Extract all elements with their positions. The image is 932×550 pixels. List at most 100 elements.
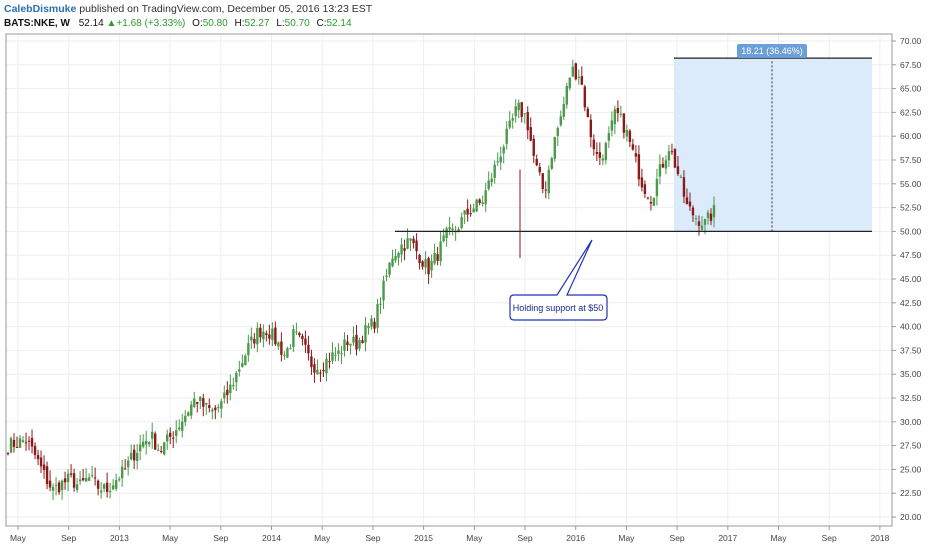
candle-body (175, 430, 178, 436)
y-tick-label: 32.50 (900, 393, 922, 403)
candle-body (60, 480, 64, 491)
candle-body (30, 437, 34, 447)
candle-body (586, 108, 590, 118)
candle-body (430, 260, 433, 271)
candle-body (412, 238, 415, 244)
candle-body (334, 354, 337, 356)
candle-body (6, 453, 10, 455)
candle-body (403, 248, 406, 251)
candle-body (568, 77, 571, 89)
candle-body (205, 402, 208, 405)
candle-body (289, 348, 292, 350)
x-tick-label: May (314, 533, 331, 543)
candle-body (673, 148, 677, 168)
candle-body (358, 339, 361, 349)
candle-body (421, 261, 424, 267)
candle-body (427, 258, 430, 275)
time-axis[interactable]: May Sep 2013 May Sep 2014 May Sep 2015 May Sep 2016… (6, 525, 892, 543)
candle-body (526, 111, 529, 131)
x-tick-label: Sep (61, 533, 76, 543)
candle-body (181, 421, 184, 431)
candle-body (325, 358, 328, 374)
candle-body (490, 178, 493, 183)
candle-body (382, 280, 385, 301)
high-label: H: (234, 18, 245, 29)
candle-body (337, 350, 340, 354)
candle-body (634, 153, 638, 157)
candle-body (532, 138, 535, 156)
candle-body (144, 440, 148, 445)
x-tick-label: Sep (365, 533, 380, 543)
candle-body (319, 372, 322, 374)
candle-body (75, 484, 79, 491)
x-tick-label: Sep (822, 533, 837, 543)
candle-body (562, 104, 565, 117)
y-tick-label: 57.50 (900, 155, 922, 165)
candle-body (96, 480, 100, 489)
candle-body (241, 363, 244, 368)
candle-body (700, 225, 704, 230)
candle-body (607, 133, 611, 141)
author-link[interactable]: CalebDismuke (4, 3, 77, 15)
candle-body (667, 151, 671, 161)
candle-body (259, 327, 262, 338)
candle-body (105, 482, 109, 492)
candle-body (625, 129, 629, 137)
candle-body (652, 197, 656, 206)
candle-body (90, 475, 94, 477)
candle-body (166, 434, 169, 442)
last-price: 52.14 (78, 18, 104, 29)
price-axis[interactable]: 20.00 22.50 25.00 27.50 30.00 32.50 35.00 37.50… (892, 36, 922, 522)
candle-body (27, 440, 31, 442)
candle-body (583, 86, 587, 108)
candle-body (577, 76, 581, 78)
candle-body (54, 484, 58, 486)
candle-body (469, 213, 472, 215)
candle-body (409, 238, 412, 241)
candle-body (616, 108, 620, 114)
close-label: C: (316, 18, 327, 29)
candle-body (580, 76, 584, 85)
candle-body (84, 478, 88, 482)
callout-bubble[interactable] (509, 239, 608, 321)
candle-body (514, 106, 517, 117)
callout-text: Holding support at $50 (513, 303, 604, 313)
candle-body (637, 154, 641, 180)
y-tick-label: 70.00 (900, 36, 922, 46)
candle-body (424, 259, 427, 268)
candle-body (511, 118, 514, 121)
y-tick-label: 50.00 (900, 226, 922, 236)
candle-body (307, 344, 310, 354)
candle-body (18, 438, 22, 448)
candle-body (24, 442, 28, 444)
x-tick-label: 2017 (718, 533, 737, 543)
candle-body (343, 339, 346, 351)
candle-body (685, 197, 689, 205)
candle-body (364, 325, 367, 343)
candle-body (39, 457, 43, 467)
y-tick-label: 60.00 (900, 131, 922, 141)
candle-body (541, 173, 544, 189)
candle-body (154, 433, 157, 450)
candle-body (592, 139, 596, 150)
candle-body (712, 204, 716, 218)
candle-body (328, 361, 331, 363)
candle-body (132, 449, 136, 461)
candle-body (349, 343, 352, 346)
price-range-box[interactable] (674, 58, 872, 232)
candle-body (87, 477, 91, 481)
candle-body (496, 161, 499, 163)
x-tick-label: 2013 (110, 533, 129, 543)
candle-body (697, 221, 701, 226)
x-tick-label: May (618, 533, 635, 543)
candle-body (709, 213, 713, 221)
candle-body (117, 479, 121, 481)
candle-body (472, 208, 475, 213)
callout[interactable]: Holding support at $50 (509, 239, 608, 321)
candle-body (418, 254, 421, 264)
candle-body (379, 303, 382, 305)
candle-body (487, 180, 490, 189)
candle-body (694, 218, 698, 220)
